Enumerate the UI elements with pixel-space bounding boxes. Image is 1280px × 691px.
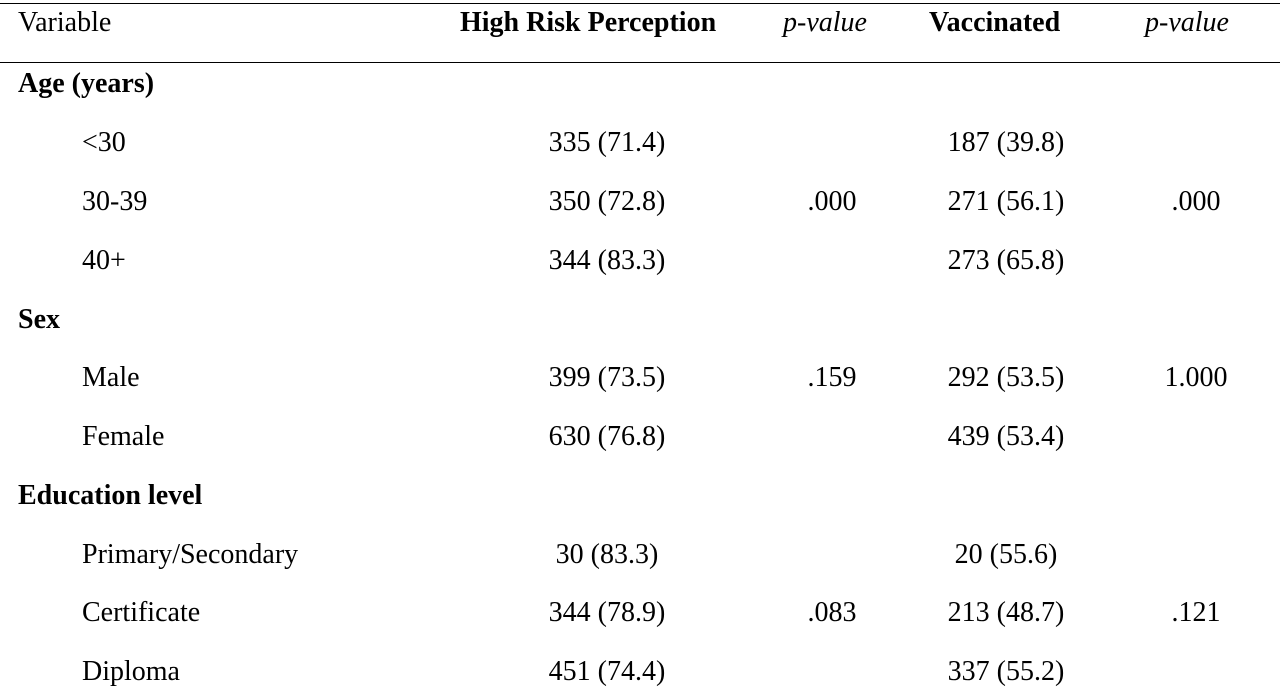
row-high-risk-value: 630 (76.8) (548, 421, 666, 452)
section-title-sex: Sex (18, 304, 60, 335)
header-vaccinated: Vaccinated (929, 7, 1061, 38)
p-value-vaccinated-age: .000 (1171, 186, 1221, 217)
header-p-value-risk: p-value (783, 7, 867, 38)
row-vaccinated-value: 273 (65.8) (947, 245, 1065, 276)
row-label: Certificate (82, 597, 201, 628)
row-label: Diploma (82, 656, 180, 687)
row-high-risk-value: 451 (74.4) (548, 656, 666, 687)
row-high-risk-value: 344 (83.3) (548, 245, 666, 276)
row-high-risk-value: 335 (71.4) (548, 127, 666, 158)
top-rule (0, 3, 1280, 4)
row-high-risk-value: 344 (78.9) (548, 597, 666, 628)
row-label: 30-39 (82, 186, 148, 217)
header-variable: Variable (18, 7, 112, 38)
row-vaccinated-value: 439 (53.4) (947, 421, 1065, 452)
row-label: Primary/Secondary (82, 539, 299, 570)
row-high-risk-value: 30 (83.3) (555, 539, 659, 570)
row-vaccinated-value: 292 (53.5) (947, 362, 1065, 393)
p-value-vaccinated-education: .121 (1171, 597, 1221, 628)
row-vaccinated-value: 187 (39.8) (947, 127, 1065, 158)
section-title-age: Age (years) (18, 68, 155, 99)
header-p-value-vaccinated: p-value (1145, 7, 1229, 38)
row-high-risk-value: 399 (73.5) (548, 362, 666, 393)
row-vaccinated-value: 271 (56.1) (947, 186, 1065, 217)
p-value-risk-sex: .159 (807, 362, 857, 393)
row-high-risk-value: 350 (72.8) (548, 186, 666, 217)
row-label: 40+ (82, 245, 126, 276)
row-label: Male (82, 362, 140, 393)
row-label: Female (82, 421, 165, 452)
p-value-risk-education: .083 (807, 597, 857, 628)
header-rule (0, 62, 1280, 63)
row-vaccinated-value: 213 (48.7) (947, 597, 1065, 628)
section-title-education: Education level (18, 480, 203, 511)
p-value-risk-age: .000 (807, 186, 857, 217)
row-vaccinated-value: 337 (55.2) (947, 656, 1065, 687)
header-high-risk-perception: High Risk Perception (460, 7, 717, 38)
p-value-vaccinated-sex: 1.000 (1164, 362, 1228, 393)
row-label: <30 (82, 127, 126, 158)
row-vaccinated-value: 20 (55.6) (954, 539, 1058, 570)
